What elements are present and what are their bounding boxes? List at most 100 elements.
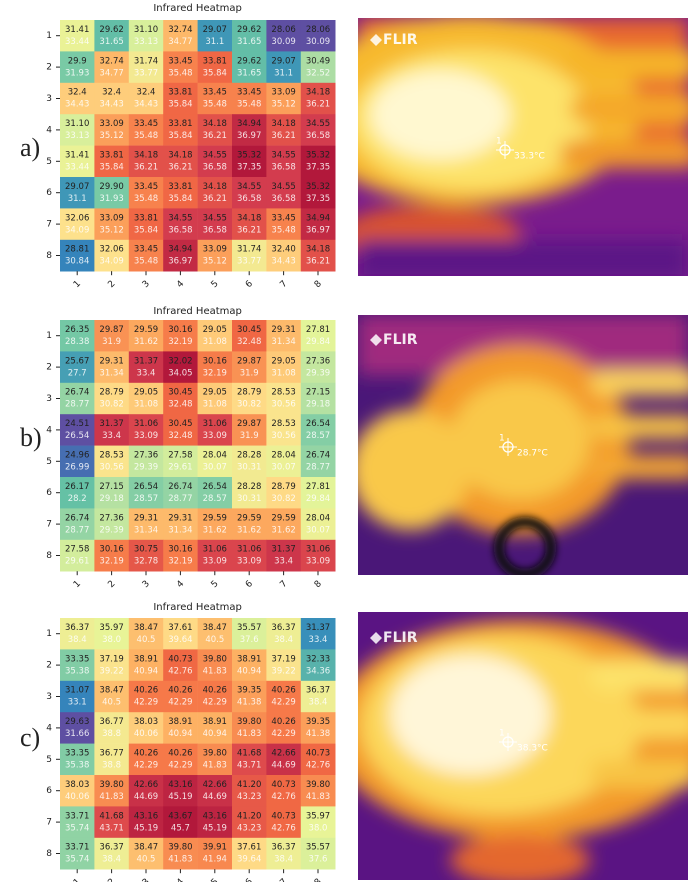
cell-label: 29.39: [306, 368, 330, 378]
cell-label: 28.77: [168, 494, 192, 504]
cell-label: 28.77: [306, 462, 330, 472]
cell-label: 28.06: [271, 25, 295, 35]
cell-label: 28.38: [65, 337, 89, 347]
cell-label: 32.40: [271, 245, 295, 255]
cell-label: 34.18: [271, 119, 295, 129]
cell-label: 32.06: [65, 213, 89, 223]
cell-label: 31.37: [306, 623, 330, 633]
cell-label: 39.80: [168, 843, 192, 853]
cell-label: 31.62: [237, 525, 261, 535]
cell-label: 39.80: [99, 780, 123, 790]
cell-label: 41.83: [99, 792, 123, 802]
cell-label: 32.19: [168, 557, 192, 567]
cell-label: 37.35: [306, 162, 330, 172]
cell-label: 29.87: [99, 325, 123, 335]
cell-label: 40.26: [271, 686, 295, 696]
cell-label: 30.49: [306, 56, 330, 66]
cell-label: 36.97: [306, 225, 330, 235]
cell-label: 28.79: [99, 388, 123, 398]
cell-label: 30.16: [168, 325, 192, 335]
cell-label: 42.76: [168, 666, 192, 676]
cell-label: 33.4: [102, 431, 121, 441]
cell-label: 26.74: [65, 388, 89, 398]
cell-label: 31.1: [68, 194, 87, 204]
cell-label: 29.90: [99, 182, 123, 192]
cell-label: 34.77: [99, 68, 123, 78]
x-tick-label: 7: [278, 279, 289, 290]
cell-label: 32.74: [168, 25, 192, 35]
logo-text: FLIR: [383, 332, 418, 348]
cell-label: 40.26: [134, 686, 158, 696]
cell-label: 29.05: [271, 356, 295, 366]
cell-label: 28.53: [271, 388, 295, 398]
cell-label: 41.38: [237, 698, 261, 708]
cell-label: 33.44: [65, 37, 89, 47]
thermal-image: [300, 15, 688, 280]
cell-label: 36.21: [306, 100, 330, 110]
cell-label: 40.73: [306, 749, 330, 759]
cell-label: 29.39: [99, 525, 123, 535]
cell-label: 30.16: [203, 356, 227, 366]
cell-label: 31.08: [271, 368, 295, 378]
cell-label: 34.94: [306, 213, 330, 223]
y-tick-label: 4: [46, 425, 52, 435]
cell-label: 37.35: [306, 194, 330, 204]
cell-label: 35.48: [134, 257, 158, 267]
cell-label: 37.35: [237, 162, 261, 172]
cell-label: 29.87: [237, 356, 261, 366]
cell-label: 40.73: [168, 654, 192, 664]
cell-label: 41.83: [203, 666, 227, 676]
cell-label: 33.77: [237, 257, 261, 267]
cell-label: 32.48: [168, 431, 192, 441]
cell-label: 34.55: [306, 119, 330, 129]
y-tick-label: 4: [46, 125, 52, 135]
cell-label: 30.82: [271, 494, 295, 504]
cell-label: 35.48: [203, 100, 227, 110]
cell-label: 40.5: [137, 855, 156, 865]
cell-label: 32.4: [68, 88, 87, 98]
cell-label: 34.09: [65, 225, 89, 235]
cell-label: 26.54: [134, 482, 158, 492]
x-tick-label: 8: [313, 279, 324, 290]
x-tick-label: 7: [278, 877, 289, 882]
cell-label: 28.57: [134, 494, 158, 504]
cell-label: 33.45: [134, 119, 158, 129]
cell-label: 31.1: [274, 68, 293, 78]
cell-label: 43.16: [134, 811, 158, 821]
cell-label: 44.69: [271, 760, 295, 770]
x-tick-label: 6: [244, 579, 255, 590]
y-tick-label: 1: [46, 31, 52, 41]
cell-label: 38.4: [309, 698, 328, 708]
cell-label: 30.07: [203, 462, 227, 472]
cell-label: 34.55: [271, 182, 295, 192]
cell-label: 32.48: [168, 400, 192, 410]
cell-label: 28.28: [237, 451, 261, 461]
cell-label: 36.58: [203, 225, 227, 235]
cell-label: 39.22: [271, 666, 295, 676]
x-tick-label: 2: [106, 279, 117, 290]
cell-label: 36.58: [203, 162, 227, 172]
cell-label: 29.07: [203, 25, 227, 35]
cell-label: 29.31: [168, 513, 192, 523]
marker-label: 1: [496, 137, 502, 147]
cell-label: 33.09: [203, 245, 227, 255]
cell-label: 31.41: [65, 25, 89, 35]
y-tick-label: 6: [46, 488, 52, 498]
cell-label: 36.77: [99, 717, 123, 727]
cell-label: 29.18: [306, 400, 330, 410]
cell-label: 34.94: [168, 245, 192, 255]
x-tick-label: 2: [106, 579, 117, 590]
cell-label: 30.45: [237, 325, 261, 335]
cell-label: 37.19: [271, 654, 295, 664]
y-tick-label: 2: [46, 63, 52, 73]
cell-label: 36.37: [271, 623, 295, 633]
y-tick-label: 1: [46, 629, 52, 639]
cell-label: 29.18: [99, 494, 123, 504]
page: {"panel_labels":["a)","b)","c)"], "therm…: [0, 0, 688, 882]
y-tick-label: 8: [46, 251, 52, 261]
cell-label: 29.31: [271, 325, 295, 335]
cell-label: 36.21: [237, 225, 261, 235]
cell-label: 33.4: [137, 368, 156, 378]
cell-label: 38.91: [168, 717, 192, 727]
cell-label: 32.19: [203, 368, 227, 378]
